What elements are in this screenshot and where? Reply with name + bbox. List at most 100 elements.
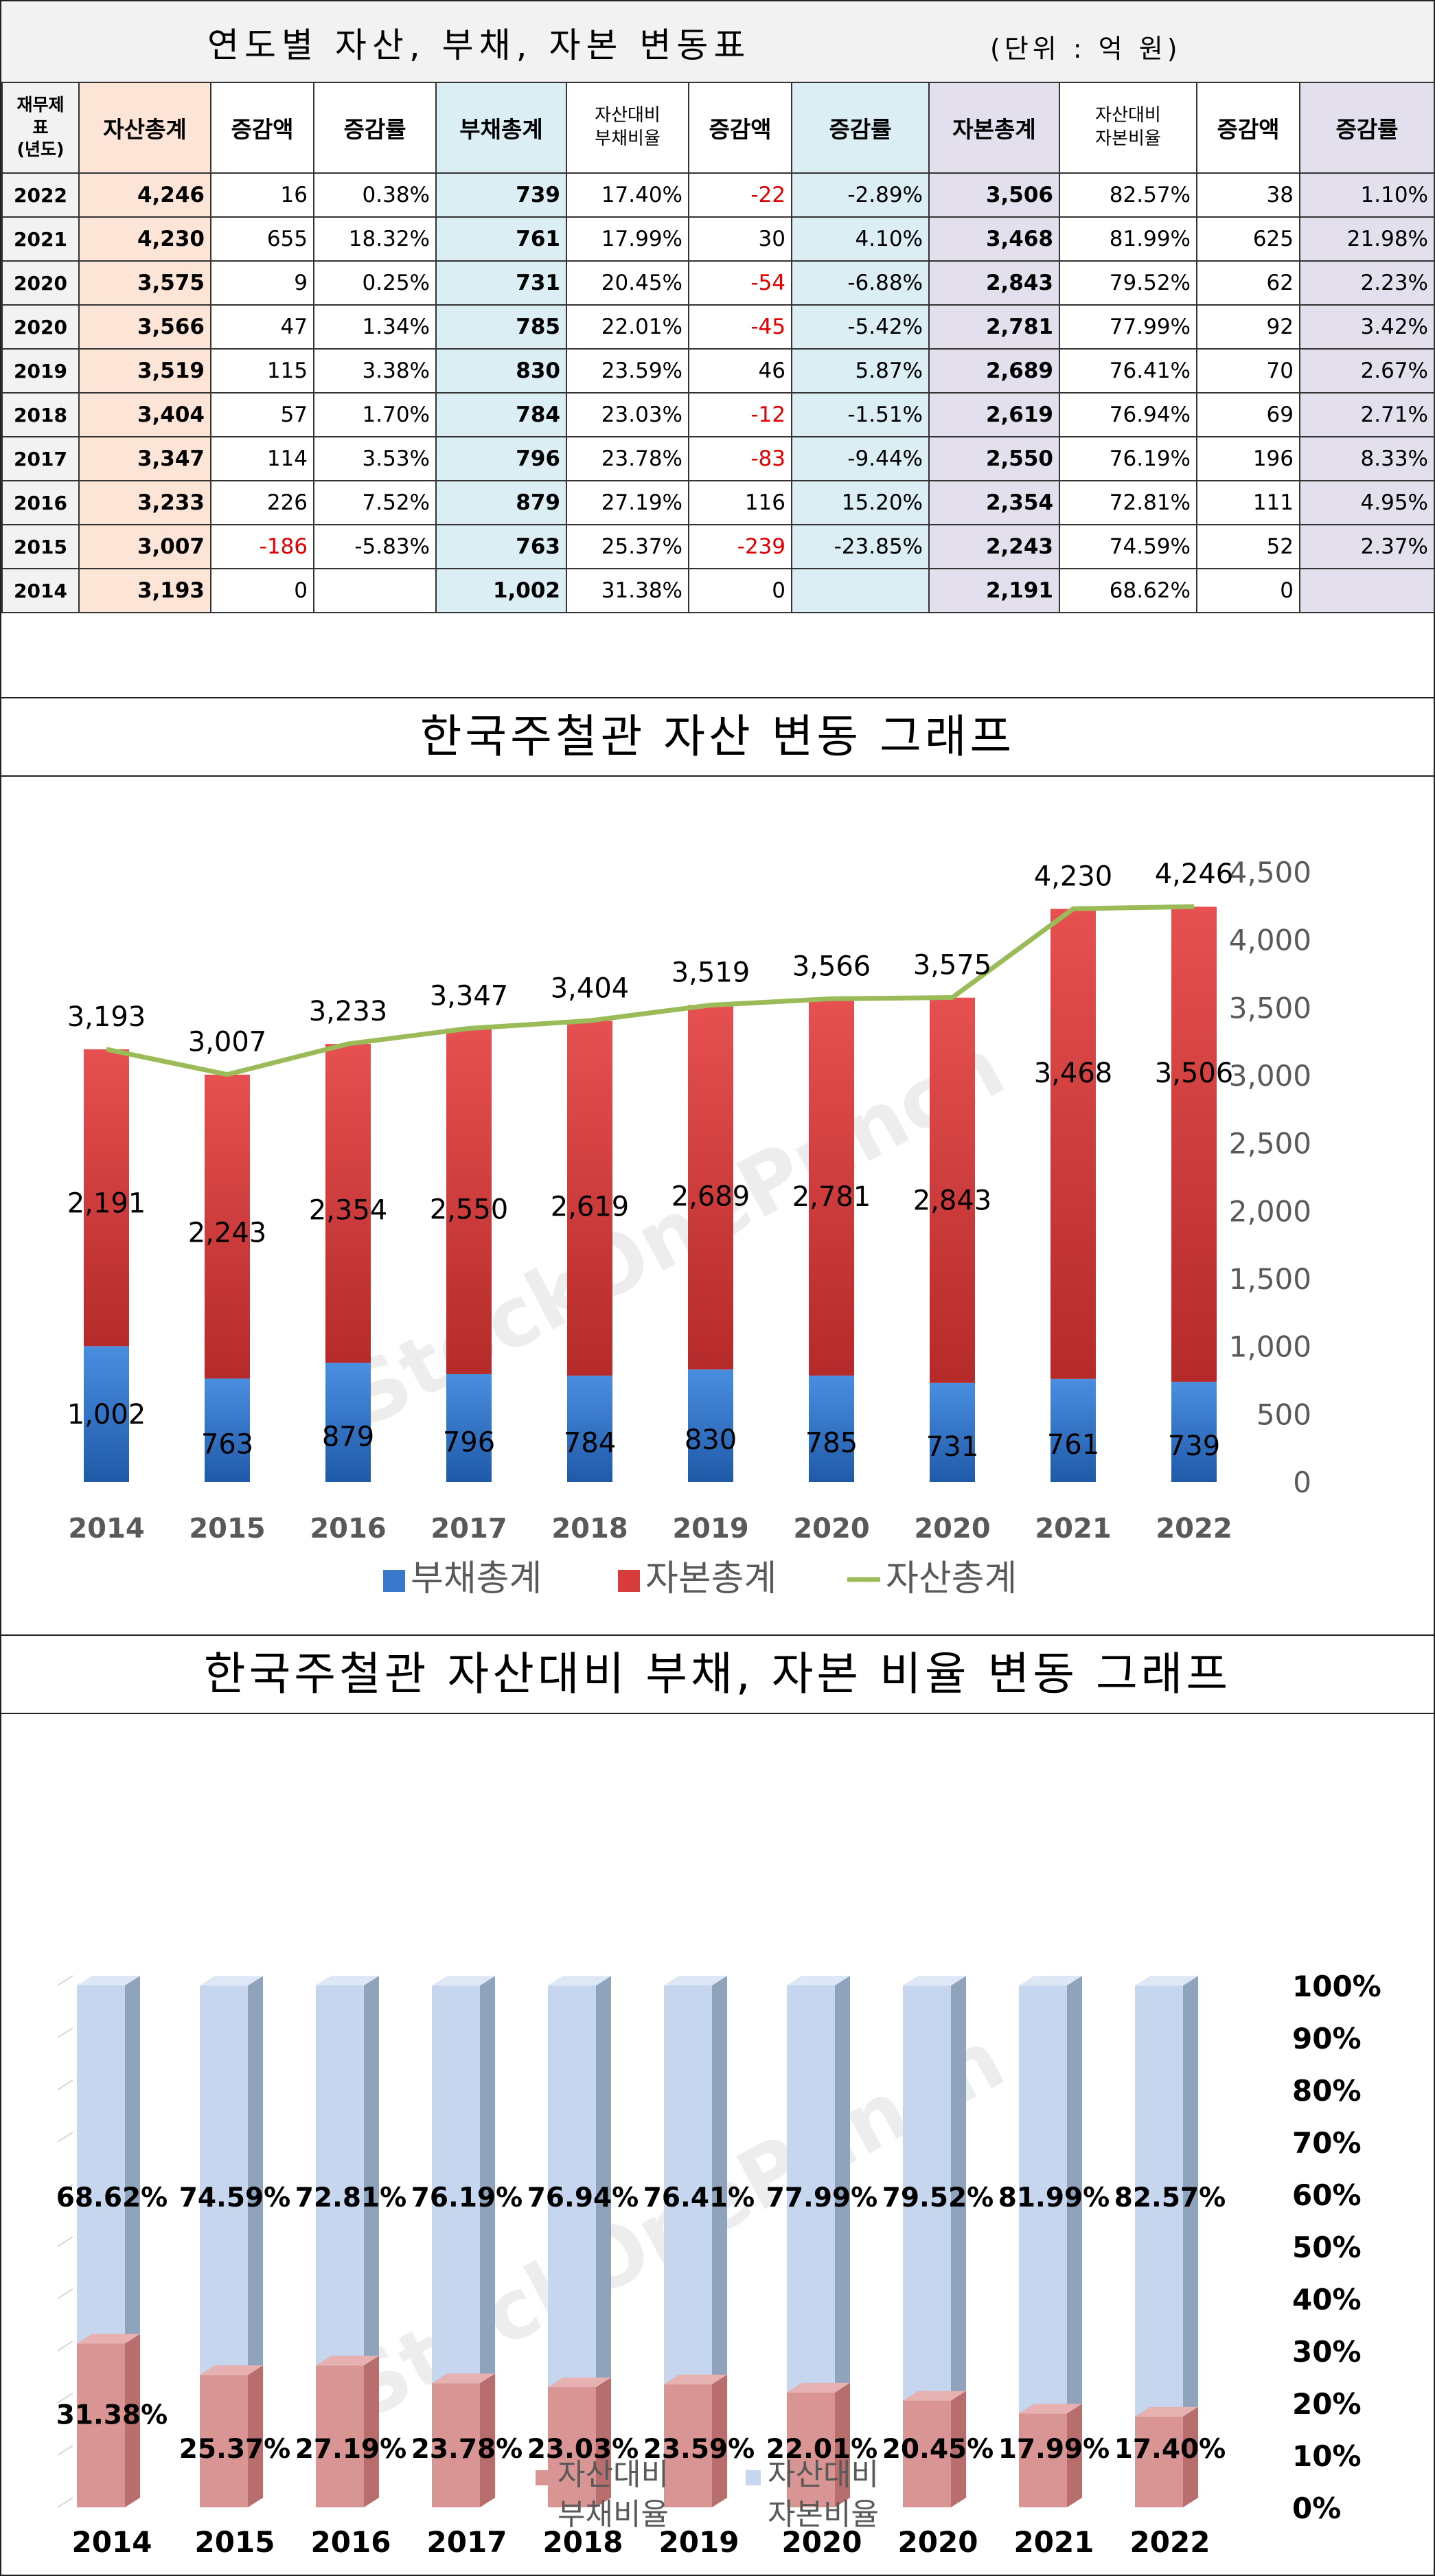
equity-ratio-bar-top xyxy=(548,1976,611,1986)
grid-line xyxy=(57,2079,73,2090)
liab-change-cell: -12 xyxy=(688,392,792,437)
x-tick-label: 2015 xyxy=(195,2525,275,2559)
liabilities-ratio-bar-side xyxy=(248,2365,263,2507)
eq-ratio-cell: 81.99% xyxy=(1059,216,1197,262)
ratio-legend-box: 자산대비 부채비율 자산대비 자본비율 xyxy=(536,2455,1016,2551)
equity-ratio-bar-side xyxy=(951,1976,966,2401)
eq-change-cell: 111 xyxy=(1196,480,1300,525)
liabilities-ratio-bar-top xyxy=(1019,2404,1082,2414)
liabilities-bar xyxy=(809,1376,854,1482)
equity-bar xyxy=(1051,909,1096,1379)
assets-data-label: 4,246 xyxy=(1155,858,1234,890)
equity-data-label: 2,689 xyxy=(671,1181,750,1212)
y-tick-label: 0% xyxy=(1292,2492,1341,2525)
liabilities-ratio-bar-top xyxy=(1135,2406,1198,2417)
equity-cell: 2,354 xyxy=(928,480,1060,525)
x-tick-label: 2014 xyxy=(72,2525,152,2559)
table-row: 2016 3,233 226 7.52% 879 27.19% 116 15.20% 2,354… xyxy=(1,480,1435,525)
y-tick-label: 30% xyxy=(1292,2335,1362,2369)
asset-rate-cell: 3.53% xyxy=(313,436,437,481)
liabilities-bar xyxy=(1171,1382,1217,1482)
eq-change-cell: 69 xyxy=(1196,392,1300,437)
eq-ratio-cell: 82.57% xyxy=(1059,172,1197,218)
asset-change-cell: 47 xyxy=(210,304,314,350)
header-year: 재무제 표 (년도) xyxy=(1,82,80,174)
x-tick-label: 2019 xyxy=(672,1513,748,1545)
liabilities-ratio-bar-top xyxy=(548,2377,611,2387)
asset-chart-title: 한국주철관 자산 변동 그래프 xyxy=(1,698,1434,777)
liabilities-data-label: 761 xyxy=(1047,1429,1099,1461)
equity-ratio-bar-top xyxy=(787,1976,850,1985)
assets-cell: 3,566 xyxy=(78,304,211,350)
liab-change-cell: -83 xyxy=(688,436,792,481)
equity-ratio-bar-front xyxy=(432,1985,480,2384)
liabilities-data-label: 830 xyxy=(685,1424,737,1456)
eq-ratio-cell: 79.52% xyxy=(1059,260,1197,306)
asset-change-cell: -186 xyxy=(210,524,314,569)
header-year-line1: 재무제 xyxy=(16,95,65,115)
ratio-chart-panel: 한국주철관 자산대비 부채, 자본 비율 변동 그래프 StockOnePunc… xyxy=(1,1634,1434,2576)
x-tick-label: 2022 xyxy=(1156,1513,1232,1545)
y-tick-label: 3,500 xyxy=(1229,991,1311,1025)
liab-rate-cell: -9.44% xyxy=(791,436,930,481)
liabilities-ratio-bar-front xyxy=(787,2392,835,2507)
legend-eq-ratio-line1: 자산대비 xyxy=(768,2457,879,2492)
equity-data-label: 2,781 xyxy=(792,1181,871,1213)
y-tick-label: 60% xyxy=(1292,2178,1362,2212)
assets-data-label: 3,233 xyxy=(309,996,388,1027)
year-cell: 2020 xyxy=(1,260,80,306)
liab-rate-cell xyxy=(791,568,930,613)
liab-change-cell: 0 xyxy=(688,568,792,613)
header-liab-ratio: 자산대비 부채비율 xyxy=(566,82,689,174)
liabilities-bar xyxy=(205,1378,250,1482)
equity-ratio-bar-front xyxy=(200,1985,248,2375)
grid-line xyxy=(57,2027,73,2038)
liabilities-ratio-data-label: 25.37% xyxy=(179,2434,290,2465)
equity-bar xyxy=(205,1074,250,1379)
year-cell: 2020 xyxy=(1,304,80,350)
equity-ratio-bar-side xyxy=(364,1976,379,2366)
header-liab-rate: 증감률 xyxy=(791,82,930,174)
asset-rate-cell: 3.38% xyxy=(313,348,437,394)
liabilities-bar xyxy=(688,1369,733,1482)
table-title: 연도별 자산, 부채, 자본 변동표 xyxy=(207,25,751,65)
y-tick-label: 10% xyxy=(1292,2439,1362,2473)
equity-data-label: 2,619 xyxy=(551,1192,630,1223)
equity-ratio-bar-side xyxy=(1183,1976,1198,2417)
equity-ratio-bar-front xyxy=(903,1985,951,2401)
header-eq-rate: 증감률 xyxy=(1299,82,1435,174)
liabilities-cell: 830 xyxy=(435,348,567,394)
liabilities-ratio-bar-top xyxy=(664,2374,727,2384)
assets-cell: 3,233 xyxy=(78,480,211,525)
eq-ratio-cell: 74.59% xyxy=(1059,524,1197,569)
table-unit: (단위 : 억 원) xyxy=(990,34,1182,64)
y-tick-label: 1,500 xyxy=(1229,1262,1311,1296)
equity-ratio-bar-front xyxy=(664,1985,712,2384)
equity-ratio-data-label: 82.57% xyxy=(1114,2182,1226,2213)
asset-change-cell: 9 xyxy=(210,260,314,306)
header-liab-ratio-line2: 부채비율 xyxy=(595,128,661,149)
year-cell: 2021 xyxy=(1,216,80,262)
x-tick-label: 2020 xyxy=(782,2525,862,2559)
header-liabilities: 부채총계 xyxy=(435,82,567,174)
liabilities-ratio-bar-top xyxy=(903,2391,966,2401)
equity-ratio-bar-side xyxy=(125,1976,140,2344)
liabilities-ratio-bar-side xyxy=(125,2334,140,2507)
liabilities-ratio-bar-front xyxy=(664,2384,712,2507)
liabilities-ratio-bar-side xyxy=(1067,2404,1082,2507)
equity-bar xyxy=(84,1049,129,1347)
x-tick-label: 2018 xyxy=(543,2525,623,2559)
liabilities-ratio-bar-front xyxy=(316,2365,364,2507)
x-tick-label: 2021 xyxy=(1014,2525,1094,2559)
eq-change-cell: 52 xyxy=(1196,524,1300,569)
table-row: 2020 3,575 9 0.25% 731 20.45% -54 -6.88% 2,843 79… xyxy=(1,260,1435,306)
liab-ratio-cell: 22.01% xyxy=(566,304,689,350)
equity-ratio-data-label: 76.19% xyxy=(411,2182,523,2213)
assets-cell: 4,230 xyxy=(78,216,211,262)
liabilities-ratio-bar-front xyxy=(432,2383,480,2507)
legend-liab-ratio-label: 자산대비 부채비율 xyxy=(558,2455,669,2535)
assets-cell: 3,575 xyxy=(78,260,211,306)
x-tick-label: 2014 xyxy=(68,1513,144,1545)
y-tick-label: 80% xyxy=(1292,2074,1362,2108)
year-cell: 2022 xyxy=(1,172,80,218)
